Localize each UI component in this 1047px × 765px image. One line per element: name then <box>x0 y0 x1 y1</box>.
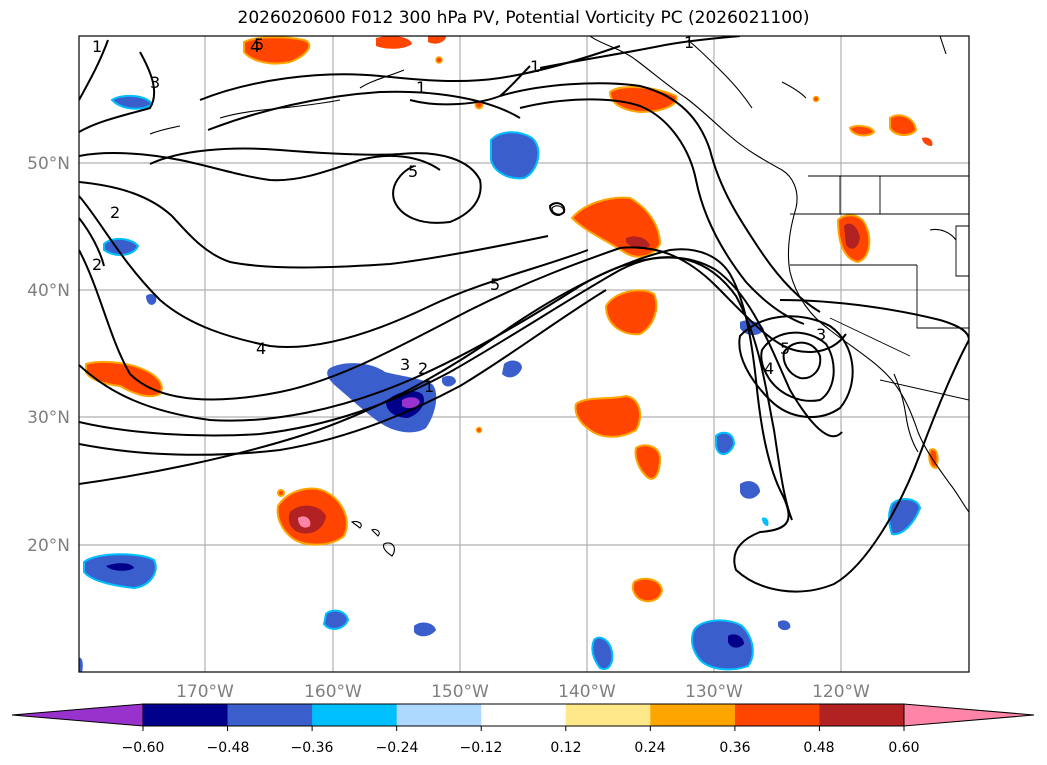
colorbar-tick-labels: −0.60 −0.48 −0.36 −0.24 −0.12 0.12 0.24 … <box>122 740 920 756</box>
contour-label: 3 <box>400 355 410 374</box>
contour-label: 1 <box>92 37 102 56</box>
contour-label: 5 <box>408 162 418 181</box>
lat-label: 30°N <box>27 408 70 428</box>
colorbar-segment <box>650 704 736 726</box>
colorbar-extend-low <box>11 703 144 727</box>
colorbar-tick-label: 0.48 <box>803 740 834 756</box>
lon-label: 170°W <box>176 682 234 702</box>
colorbar-tick-label: −0.36 <box>291 740 334 756</box>
colorbar-segment <box>396 704 482 726</box>
lon-label: 130°W <box>685 682 743 702</box>
contour-label: 1 <box>684 33 694 52</box>
contour-label: 5 <box>490 275 500 294</box>
colorbar-extend-high <box>903 703 1035 727</box>
lon-label: 120°W <box>812 682 870 702</box>
contour-label: 3 <box>816 325 826 344</box>
longitude-labels: 170°W 160°W 150°W 140°W 130°W 120°W <box>176 682 870 702</box>
contour-label: 4 <box>256 339 266 358</box>
coastlines <box>149 36 969 557</box>
contour-label: 4 <box>764 359 774 378</box>
contour-label: 5 <box>780 339 790 358</box>
gridlines <box>79 36 969 672</box>
political-borders <box>790 175 969 401</box>
colorbar-tick-label: 0.24 <box>634 740 665 756</box>
lat-label: 40°N <box>27 281 70 301</box>
page-title: 2026020600 F012 300 hPa PV, Potential Vo… <box>237 8 810 28</box>
contour-label: 3 <box>150 73 160 92</box>
latitude-labels: 50°N 40°N 30°N 20°N <box>27 154 70 556</box>
contour-label: 1 <box>416 78 426 97</box>
lon-label: 140°W <box>558 682 616 702</box>
contour-label: 2 <box>92 255 102 274</box>
contour-label: 5 <box>254 35 264 54</box>
colorbar: −0.60 −0.48 −0.36 −0.24 −0.12 0.12 0.24 … <box>11 703 1035 756</box>
colorbar-tick-label: −0.24 <box>376 740 419 756</box>
colorbar-segment <box>312 704 398 726</box>
colorbar-segment <box>481 704 567 726</box>
contour-label: 1 <box>424 377 434 396</box>
colorbar-tick-label: −0.48 <box>207 740 250 756</box>
colorbar-tick-label: −0.60 <box>122 740 165 756</box>
contour-label: 2 <box>418 359 428 378</box>
contour-label: 4 <box>250 37 260 56</box>
colorbar-segment <box>143 704 229 726</box>
contour-label-group: 2 3 1 1 1 5 4 2 1 5 4 5 3 2 1 3 5 4 <box>92 33 826 396</box>
colorbar-segment <box>734 704 820 726</box>
colorbar-tick-label: −0.12 <box>460 740 503 756</box>
colorbar-segment <box>819 704 905 726</box>
colorbar-outline <box>142 703 905 727</box>
lon-label: 160°W <box>304 682 362 702</box>
map-background <box>79 36 969 672</box>
pv-contours <box>79 36 969 593</box>
colorbar-tick-label: 0.12 <box>550 740 581 756</box>
lat-label: 50°N <box>27 154 70 174</box>
colorbar-tick-label: 0.60 <box>888 740 919 756</box>
colorbar-segment <box>565 704 651 726</box>
lon-label: 150°W <box>431 682 489 702</box>
colorbar-segment <box>227 704 313 726</box>
contour-label: 2 <box>110 203 120 222</box>
map-frame <box>78 35 970 673</box>
lat-label: 20°N <box>27 536 70 556</box>
contour-label: 1 <box>530 57 540 76</box>
colorbar-tick-label: 0.36 <box>719 740 750 756</box>
